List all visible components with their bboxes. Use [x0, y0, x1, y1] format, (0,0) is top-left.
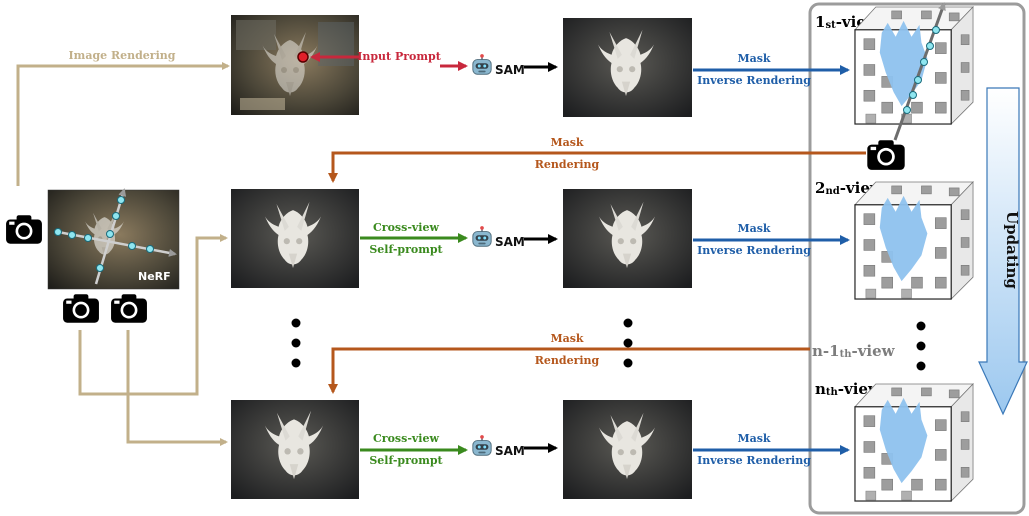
- camera-icon: [867, 140, 905, 170]
- rendering-arrow-1: [328, 151, 866, 183]
- camera-icon: [63, 294, 99, 323]
- camera-ray-view1: [893, 2, 946, 141]
- voxel-grid-view2: [854, 181, 974, 300]
- voxel-grid-view1: [854, 6, 974, 125]
- inverse-rendering-label: Inverse Rendering: [697, 454, 811, 467]
- view-n-1-label: n-1th-view: [812, 342, 896, 360]
- mask-label: Mask: [737, 52, 770, 65]
- mask-label: Mask: [737, 432, 770, 445]
- robot-icon: [472, 54, 492, 75]
- image-rendering-label: Image Rendering: [69, 49, 176, 62]
- voxel-grid-viewn: [854, 383, 974, 502]
- mask-image-row2: [563, 189, 692, 288]
- inverse-rendering-label: Inverse Rendering: [697, 74, 811, 87]
- mask-label: Mask: [550, 332, 583, 345]
- inverse-rendering-label: Inverse Rendering: [697, 244, 811, 257]
- rendering-label: Rendering: [535, 158, 600, 171]
- updating-label: Updating: [1003, 211, 1021, 289]
- image-rendering-arrow: [16, 62, 230, 186]
- input-image-row1: [231, 15, 359, 115]
- rendering-arrow-2: [328, 347, 810, 394]
- robot-icon: [472, 435, 492, 456]
- cross-view-label: Cross-view: [373, 432, 439, 445]
- mask-label: Mask: [550, 136, 583, 149]
- rendering-label: Rendering: [535, 354, 600, 367]
- ellipsis-dots: [291, 318, 926, 371]
- mask-label: Mask: [737, 222, 770, 235]
- mask-image-rown: [563, 400, 692, 499]
- rendered-image-row2: [231, 189, 359, 288]
- rendered-image-rown: [231, 400, 359, 499]
- sam-label: SAM: [495, 444, 525, 458]
- updating-arrow: Updating: [978, 87, 1028, 416]
- self-prompt-label: Self-prompt: [369, 243, 443, 256]
- prompt-point: [297, 51, 309, 63]
- sam-label: SAM: [495, 63, 525, 77]
- render-arrow-view2: [78, 234, 228, 396]
- self-prompt-label: Self-prompt: [369, 454, 443, 467]
- robot-icon: [472, 226, 492, 247]
- input-prompt-label: Input Prompt: [357, 50, 441, 63]
- sam-label: SAM: [495, 235, 525, 249]
- cross-view-label: Cross-view: [373, 221, 439, 234]
- nerf-scene: NeRF: [47, 188, 180, 290]
- nerf-label: NeRF: [138, 270, 171, 283]
- camera-icon: [6, 215, 42, 244]
- mask-image-row1: [563, 18, 692, 117]
- render-arrow-viewn: [126, 330, 228, 446]
- camera-icon: [111, 294, 147, 323]
